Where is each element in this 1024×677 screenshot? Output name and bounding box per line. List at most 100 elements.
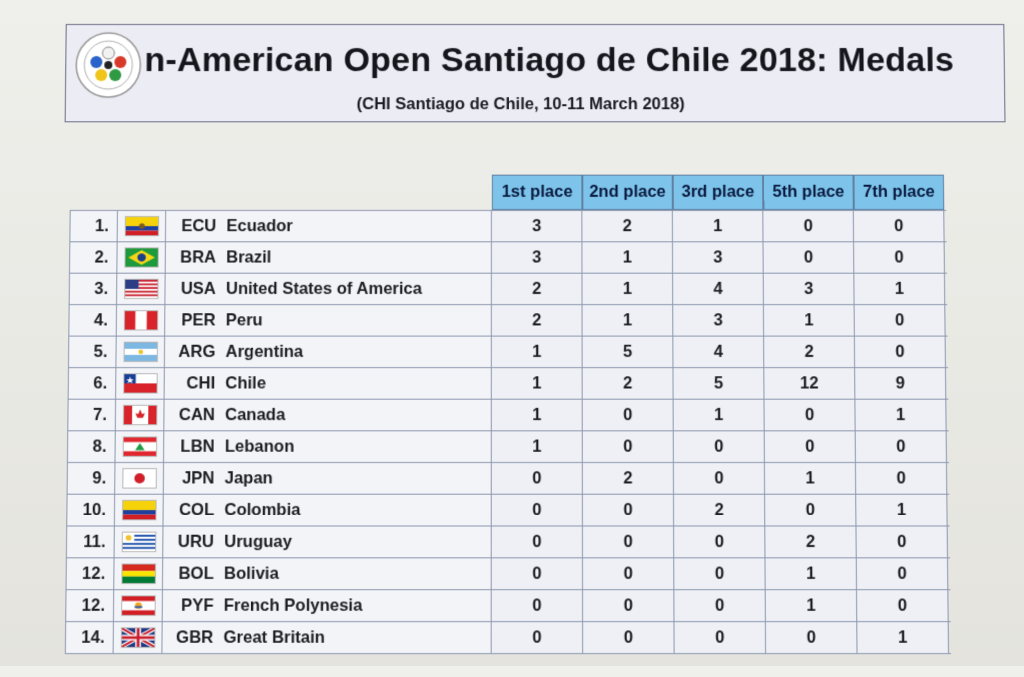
value-cell-2nd-place: 5: [582, 336, 674, 368]
country-code-cell: ECU: [165, 210, 221, 242]
country-code-cell: PER: [165, 305, 220, 336]
value-cell-7th-place: 0: [854, 336, 946, 368]
value-cell-5th-place: 12: [764, 368, 856, 399]
country-name-cell: Peru: [219, 305, 492, 336]
title-banner: n-American Open Santiago de Chile 2018: …: [64, 23, 1006, 123]
value-cell-1st-place: 0: [491, 494, 583, 526]
value-cell-1st-place: 3: [491, 242, 583, 273]
value-cell-3rd-place: 3: [673, 305, 765, 336]
value-cell-3rd-place: 0: [673, 463, 766, 494]
value-cell-7th-place: 0: [855, 431, 947, 462]
page-title: n-American Open Santiago de Chile 2018: …: [144, 41, 955, 80]
table-row: 1. ECU Ecuador 3 2 1 0 0: [69, 209, 947, 243]
value-cell-1st-place: 1: [491, 431, 583, 462]
value-cell-3rd-place: 0: [674, 590, 766, 622]
column-header-7th-place: 7th place: [853, 174, 945, 210]
table-row: 2. BRA Brazil 3 1 3 0 0: [68, 242, 947, 274]
value-cell-1st-place: 0: [491, 463, 583, 494]
flag-ecuador-icon: [124, 216, 159, 237]
value-cell-1st-place: 0: [491, 590, 584, 622]
flag-cell: [117, 210, 167, 242]
value-cell-1st-place: 1: [491, 368, 583, 399]
column-header-3rd-place: 3rd place: [672, 174, 764, 210]
country-code-cell: USA: [165, 273, 221, 305]
value-cell-7th-place: 0: [854, 305, 946, 336]
rank-cell: 9.: [66, 463, 116, 494]
rank-cell: 3.: [68, 273, 118, 305]
country-code-cell: PYF: [162, 590, 218, 622]
value-cell-5th-place: 1: [765, 558, 857, 590]
flag-cell: [114, 558, 164, 590]
flag-cell: [113, 622, 163, 654]
value-cell-7th-place: 0: [855, 463, 948, 494]
value-cell-7th-place: 0: [856, 558, 949, 590]
value-cell-7th-place: 1: [857, 622, 950, 654]
rank-cell: 6.: [67, 368, 117, 399]
rank-cell: 1.: [69, 210, 118, 242]
flag-cell: [116, 305, 166, 336]
flag-cell: [115, 463, 165, 494]
value-cell-1st-place: 0: [491, 622, 584, 654]
value-cell-2nd-place: 0: [582, 399, 674, 431]
table-row: 14. GBR Great Britain 0 0 0 0 1: [64, 622, 952, 655]
rank-cell: 11.: [65, 526, 115, 558]
table-row: 6. CHI Chile 1 2 5 12 9: [67, 368, 949, 400]
value-cell-5th-place: 3: [763, 273, 855, 305]
value-cell-2nd-place: 2: [582, 463, 674, 494]
country-name-cell: Bolivia: [217, 558, 492, 590]
country-code-cell: CHI: [164, 368, 220, 399]
medal-table: 1st place 2nd place 3rd place 5th place …: [64, 174, 952, 655]
value-cell-5th-place: 1: [763, 305, 855, 336]
flag-lebanon-icon: [122, 436, 157, 457]
country-code-cell: BRA: [165, 242, 221, 273]
flag-cell: [114, 526, 164, 558]
value-cell-3rd-place: 0: [674, 622, 767, 654]
value-cell-3rd-place: 4: [673, 273, 764, 305]
country-name-cell: Canada: [218, 399, 492, 431]
country-name-cell: Lebanon: [218, 431, 492, 462]
country-code-cell: COL: [163, 494, 219, 526]
value-cell-3rd-place: 2: [673, 494, 766, 526]
country-name-cell: United States of America: [219, 273, 492, 305]
rank-cell: 5.: [67, 336, 117, 368]
value-cell-7th-place: 1: [856, 494, 948, 526]
rank-cell: 12.: [65, 590, 115, 622]
value-cell-2nd-place: 0: [582, 431, 674, 462]
value-cell-7th-place: 1: [855, 399, 947, 431]
value-cell-2nd-place: 2: [582, 368, 674, 399]
value-cell-7th-place: 1: [854, 273, 946, 305]
value-cell-5th-place: 0: [763, 210, 855, 242]
country-code-cell: LBN: [164, 431, 219, 462]
table-row: 10. COL Colombia 0 0 2 0 1: [66, 494, 950, 527]
flag-canada-icon: [122, 404, 157, 426]
flag-uruguay-icon: [121, 531, 156, 553]
table-row: 9. JPN Japan 0 2 0 1 0: [66, 463, 950, 495]
flag-cell: [117, 273, 166, 305]
rank-cell: 10.: [66, 494, 116, 526]
value-cell-5th-place: 0: [765, 494, 857, 526]
table-row: 7. CAN Canada 1 0 1 0 1: [67, 399, 949, 432]
flag-colombia-icon: [121, 499, 157, 521]
value-cell-7th-place: 0: [853, 210, 945, 242]
value-cell-2nd-place: 0: [583, 622, 675, 654]
country-name-cell: Argentina: [219, 336, 492, 368]
flag-chile-icon: [122, 373, 158, 394]
table-row: 11. URU Uruguay 0 0 0 2 0: [65, 526, 951, 559]
value-cell-3rd-place: 1: [673, 399, 765, 431]
value-cell-2nd-place: 1: [582, 273, 674, 305]
country-code-cell: JPN: [163, 463, 219, 494]
country-code-cell: URU: [163, 526, 219, 558]
value-cell-5th-place: 0: [764, 431, 856, 462]
rank-cell: 8.: [66, 431, 116, 462]
country-name-cell: Brazil: [220, 242, 492, 273]
country-name-cell: Japan: [218, 463, 492, 494]
country-name-cell: Chile: [219, 368, 492, 399]
column-header-1st-place: 1st place: [491, 174, 583, 210]
value-cell-2nd-place: 0: [582, 558, 675, 590]
value-cell-1st-place: 2: [491, 305, 583, 336]
column-header-2nd-place: 2nd place: [582, 174, 673, 210]
value-cell-7th-place: 0: [854, 242, 945, 273]
value-cell-1st-place: 3: [491, 210, 583, 242]
value-cell-5th-place: 2: [765, 526, 857, 558]
